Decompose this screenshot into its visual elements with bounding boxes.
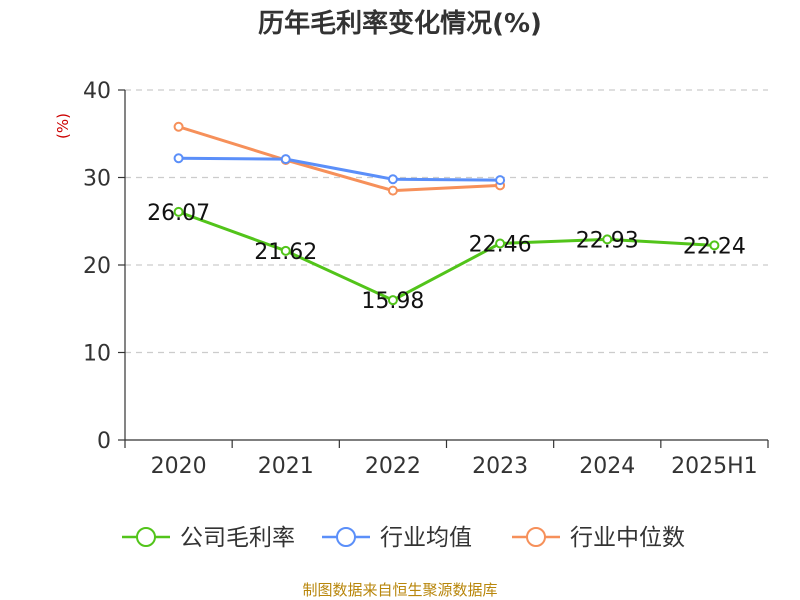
series-line [178, 156, 501, 182]
data-label: 22.24 [683, 234, 746, 259]
series-1 [173, 206, 720, 306]
data-labels: 26.07 21.62 15.98 22.46 22.93 22.24 [147, 201, 746, 314]
y-axis-unit-label: (%) [54, 113, 72, 139]
series-line [178, 125, 501, 193]
data-point[interactable] [387, 174, 398, 185]
y-tick-label: 40 [83, 79, 111, 104]
data-label: 15.98 [361, 289, 424, 314]
data-label: 22.46 [469, 232, 532, 257]
series-2 [173, 153, 506, 186]
chart-title: 历年毛利率变化情况(%) [258, 8, 542, 39]
x-tick-label: 2024 [579, 454, 635, 479]
y-tick-label: 0 [97, 429, 111, 454]
data-point[interactable] [495, 175, 506, 186]
data-point[interactable] [387, 295, 398, 306]
y-tick-label: 20 [83, 254, 111, 279]
y-tick-label: 10 [83, 342, 111, 367]
data-source-note: 制图数据来自恒生聚源数据库 [302, 581, 497, 599]
x-tick-label: 2023 [472, 454, 528, 479]
grid-lines [125, 89, 768, 354]
legend-item-2[interactable]: 行业均值 [322, 525, 472, 551]
legend-label: 行业均值 [380, 525, 472, 551]
data-point[interactable] [280, 245, 291, 256]
data-point[interactable] [709, 240, 720, 251]
legend-label: 行业中位数 [570, 525, 685, 551]
legend-marker [526, 527, 546, 547]
data-label: 22.93 [576, 228, 639, 253]
data-point[interactable] [602, 234, 613, 245]
legend-marker [136, 527, 156, 547]
series-line [178, 210, 715, 302]
y-tick-label: 30 [83, 167, 111, 192]
data-point[interactable] [495, 238, 506, 249]
data-label: 26.07 [147, 201, 210, 226]
x-tick-label: 2021 [258, 454, 314, 479]
legend-label: 公司毛利率 [180, 525, 295, 551]
data-label: 21.62 [254, 240, 317, 265]
legend-item-3[interactable]: 行业中位数 [512, 525, 685, 551]
legend-marker [336, 527, 356, 547]
data-point[interactable] [280, 154, 291, 165]
x-tick-label: 2025H1 [671, 454, 758, 479]
axes: 0 10 20 30 40 2020 2021 2022 2023 2024 2025H1 [83, 79, 769, 479]
data-point[interactable] [173, 206, 184, 217]
data-point[interactable] [173, 121, 184, 132]
series-lines [173, 121, 720, 306]
x-tick-label: 2020 [151, 454, 207, 479]
data-point[interactable] [173, 153, 184, 164]
data-point[interactable] [387, 185, 398, 196]
legend-item-1[interactable]: 公司毛利率 [122, 525, 295, 551]
x-tick-label: 2022 [365, 454, 421, 479]
legend[interactable]: 公司毛利率 行业均值 行业中位数 [122, 525, 685, 551]
